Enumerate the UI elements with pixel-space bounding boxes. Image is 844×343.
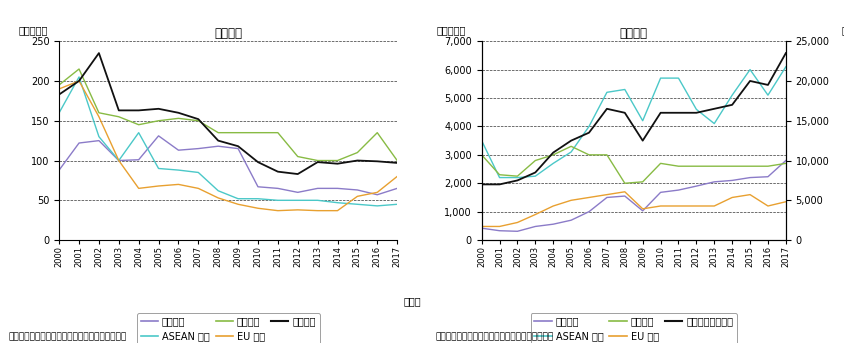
Title: （単価）: （単価） [214,27,242,40]
Text: （百万個）: （百万個） [841,25,844,35]
Legend: 中国数量, ASEAN 数量, 米国数量, EU 数量, 世界数量（右軸）: 中国数量, ASEAN 数量, 米国数量, EU 数量, 世界数量（右軸） [530,312,736,343]
Title: （数量）: （数量） [619,27,647,40]
Text: 資料：財務省「貿易統計」から経済産業省作成。: 資料：財務省「貿易統計」から経済産業省作成。 [8,332,127,341]
Text: 資料：財務省「貿易統計」から経済産業省作成。: 資料：財務省「貿易統計」から経済産業省作成。 [435,332,553,341]
Legend: 中国単価, ASEAN 単価, 米国単価, EU 単価, 世界単価: 中国単価, ASEAN 単価, 米国単価, EU 単価, 世界単価 [137,312,319,343]
Text: （年）: （年） [403,296,421,306]
Text: （円／個）: （円／個） [19,25,48,35]
Text: （百万個）: （百万個） [436,25,465,35]
